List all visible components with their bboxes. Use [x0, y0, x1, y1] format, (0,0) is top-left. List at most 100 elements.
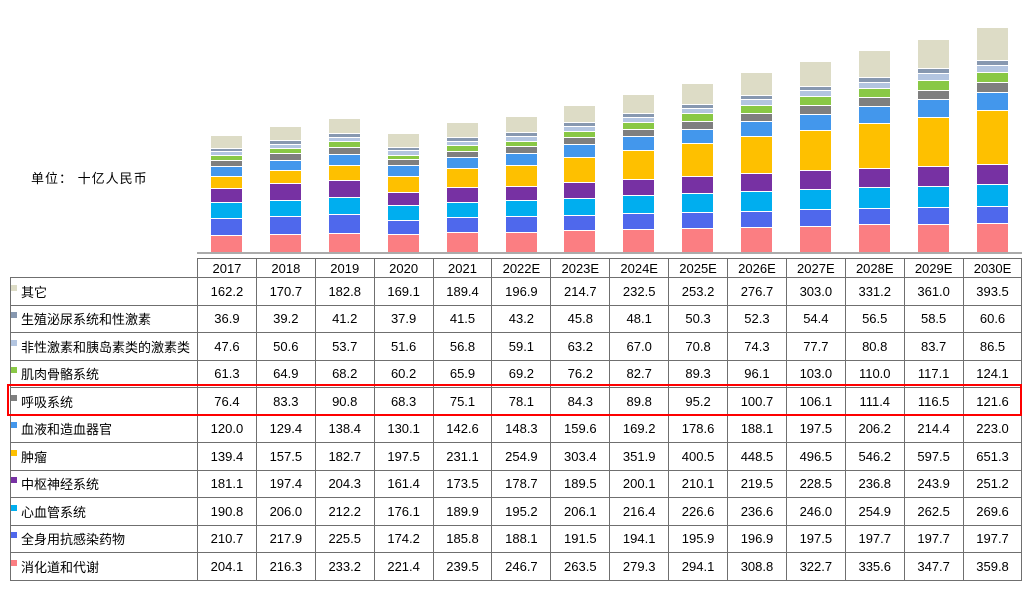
value-cell: 448.5 — [727, 442, 787, 471]
value-cell: 52.3 — [727, 304, 787, 333]
bar-segment-2 — [918, 73, 950, 81]
bar-segment-10 — [623, 229, 655, 252]
bar-segment-3 — [918, 80, 950, 90]
value-cell: 196.9 — [491, 277, 552, 306]
bar-segment-5 — [269, 159, 301, 171]
value-cell: 53.7 — [314, 332, 375, 361]
value-cell: 80.8 — [844, 332, 905, 361]
year-header-cell: 2030E — [962, 258, 1023, 278]
bar-segment-2 — [800, 90, 832, 97]
value-cell: 68.2 — [314, 359, 375, 388]
series-label: 中枢神经系统 — [21, 477, 100, 493]
bar-segment-3 — [210, 155, 242, 161]
table-row-5: 血液和造血器官 120.0 129.4 138.4 130.1 142.6 148.3 159… — [10, 414, 1023, 443]
bar-segment-9 — [682, 211, 714, 228]
bar-segment-4 — [800, 104, 832, 114]
table-header-row: 2017 2018 2019 2020 2021 2022E 2023E 2024E 2025E… — [10, 258, 1023, 278]
value-cell: 194.1 — [609, 524, 670, 553]
legend-chip — [11, 394, 17, 401]
value-cell: 347.7 — [903, 552, 964, 581]
bar-segment-1 — [623, 112, 655, 117]
bar-segment-4 — [505, 146, 537, 153]
value-cell: 78.1 — [491, 387, 552, 416]
value-cell: 204.3 — [314, 469, 375, 498]
bar-segment-9 — [741, 210, 773, 227]
bar-segment-1 — [505, 132, 537, 136]
legend-chip — [11, 339, 17, 346]
value-cell: 243.9 — [903, 469, 964, 498]
value-cell: 106.1 — [785, 387, 846, 416]
bar-segment-2 — [269, 143, 301, 148]
series-label: 呼吸系统 — [21, 394, 74, 410]
value-cell: 76.2 — [550, 359, 611, 388]
bar-column-2021 — [433, 0, 492, 252]
legend-chip — [11, 559, 17, 566]
bar-segment-1 — [269, 140, 301, 144]
table-row-4: 呼吸系统 76.4 83.3 90.8 68.3 75.1 78.1 84.3 89.8 95.2… — [10, 387, 1023, 416]
bar-column-2023E — [551, 0, 610, 252]
value-cell: 225.5 — [314, 524, 375, 553]
value-cell: 162.2 — [197, 277, 257, 306]
value-cell: 246.0 — [785, 497, 846, 526]
bar-segment-7 — [446, 187, 478, 202]
value-cell: 157.5 — [255, 442, 316, 471]
year-header-cell: 2019 — [314, 258, 375, 278]
bar-segment-2 — [387, 150, 419, 155]
value-cell: 263.5 — [550, 552, 611, 581]
bar-segment-10 — [800, 225, 832, 252]
value-cell: 176.1 — [373, 497, 434, 526]
bar-segment-4 — [682, 120, 714, 129]
bar-segment-1 — [387, 147, 419, 151]
bar-segment-6 — [623, 150, 655, 180]
bar-segment-7 — [623, 179, 655, 196]
stacked-bar-2027E — [800, 60, 832, 252]
bar-segment-4 — [328, 146, 360, 154]
value-cell: 216.3 — [255, 552, 316, 581]
value-cell: 231.1 — [432, 442, 493, 471]
table-row-7: 中枢神经系统 181.1 197.4 204.3 161.4 173.5 178.7 189.… — [10, 469, 1023, 498]
bar-segment-9 — [623, 213, 655, 230]
value-cell: 206.2 — [844, 414, 905, 443]
bar-segment-7 — [976, 163, 1008, 185]
bar-segment-7 — [328, 180, 360, 198]
bar-segment-3 — [564, 131, 596, 138]
bar-segment-0 — [269, 126, 301, 141]
bar-segment-10 — [328, 232, 360, 252]
table-row-2: 非性激素和胰岛素类的激素类 47.6 50.6 53.7 51.6 56.8 59.1 63.… — [10, 332, 1023, 361]
bar-segment-0 — [918, 38, 950, 69]
bar-segment-10 — [741, 226, 773, 252]
value-cell: 43.2 — [491, 304, 552, 333]
value-cell: 75.1 — [432, 387, 493, 416]
bar-segment-2 — [564, 126, 596, 132]
bar-segment-7 — [859, 167, 891, 188]
bar-segment-8 — [269, 199, 301, 217]
bar-segment-3 — [446, 145, 478, 151]
bar-segment-8 — [918, 185, 950, 208]
bar-segment-10 — [564, 230, 596, 252]
bar-segment-5 — [328, 153, 360, 166]
bar-segment-0 — [387, 133, 419, 148]
bar-segment-3 — [859, 88, 891, 98]
bar-segment-7 — [564, 182, 596, 198]
value-cell: 83.7 — [903, 332, 964, 361]
bar-segment-0 — [328, 118, 360, 134]
stacked-bar-2023E — [564, 104, 596, 252]
bar-segment-9 — [446, 217, 478, 233]
value-cell: 70.8 — [668, 332, 729, 361]
bar-segment-0 — [976, 27, 1008, 60]
value-cell: 219.5 — [727, 469, 787, 498]
value-cell: 262.5 — [903, 497, 964, 526]
bar-segment-2 — [505, 135, 537, 141]
bar-segment-8 — [623, 195, 655, 214]
bar-segment-8 — [976, 184, 1008, 207]
bar-segment-7 — [210, 187, 242, 203]
value-cell: 90.8 — [314, 387, 375, 416]
table-row-0: 其它 162.2 170.7 182.8 169.1 189.4 196.9 214.7 232… — [10, 277, 1023, 306]
bar-segment-9 — [859, 208, 891, 225]
value-cell: 400.5 — [668, 442, 729, 471]
value-cell: 294.1 — [668, 552, 729, 581]
value-cell: 142.6 — [432, 414, 493, 443]
bar-segment-8 — [328, 197, 360, 215]
value-cell: 279.3 — [609, 552, 670, 581]
